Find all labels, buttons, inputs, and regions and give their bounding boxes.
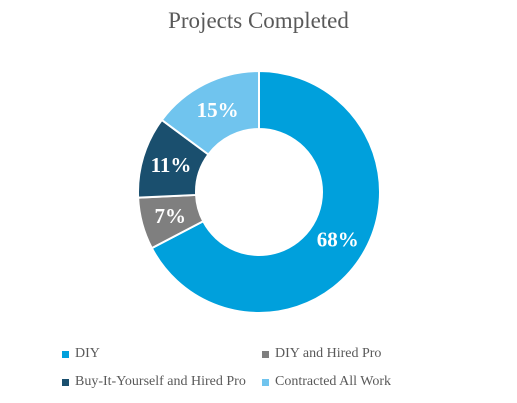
data-label-buy-it-yourself: 11%: [151, 153, 192, 177]
slice-diy: [150, 69, 381, 314]
data-label-contracted-all-work: 15%: [197, 98, 239, 122]
slice-contracted-all-work: [160, 69, 260, 156]
data-label-diy: 68%: [317, 228, 359, 252]
chart-title: Projects Completed: [168, 8, 349, 33]
data-label-diy-and-hired-pro: 7%: [154, 204, 186, 228]
